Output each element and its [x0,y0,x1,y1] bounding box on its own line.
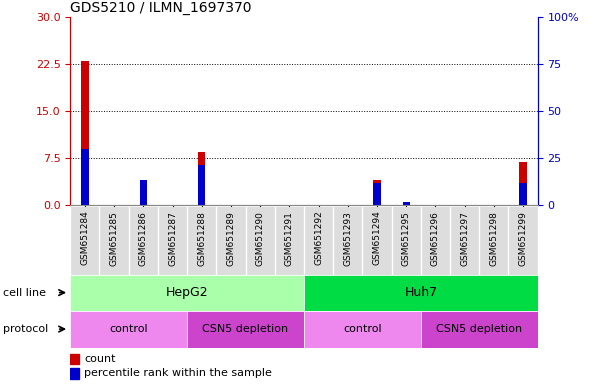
Text: count: count [84,354,116,364]
Bar [421,311,538,348]
Text: GDS5210 / ILMN_1697370: GDS5210 / ILMN_1697370 [70,1,252,15]
Text: GSM651295: GSM651295 [401,211,411,266]
Text: GSM651299: GSM651299 [519,211,527,266]
Text: GSM651286: GSM651286 [139,211,148,266]
Bar [519,184,527,205]
Text: cell line: cell line [3,288,46,298]
Bar [373,180,381,205]
Text: GSM651290: GSM651290 [255,211,265,266]
Text: GSM651288: GSM651288 [197,211,207,266]
Text: GSM651285: GSM651285 [109,211,119,266]
Bar [304,275,538,311]
Bar [70,368,79,379]
Text: percentile rank within the sample: percentile rank within the sample [84,368,272,378]
Text: GSM651294: GSM651294 [373,211,381,265]
Bar [187,311,304,348]
Text: GSM651298: GSM651298 [489,211,499,266]
Text: GSM651297: GSM651297 [460,211,469,266]
Bar [140,180,147,205]
Text: GSM651284: GSM651284 [81,211,89,265]
Text: GSM651291: GSM651291 [285,211,294,266]
Text: GSM651293: GSM651293 [343,211,353,266]
Text: CSN5 depletion: CSN5 depletion [202,324,288,334]
Text: GSM651296: GSM651296 [431,211,440,266]
Text: CSN5 depletion: CSN5 depletion [436,324,522,334]
Bar [373,184,381,205]
Text: GSM651292: GSM651292 [314,211,323,265]
Text: HepG2: HepG2 [166,286,208,299]
Bar [81,61,89,205]
Text: control: control [109,324,148,334]
Text: Huh7: Huh7 [404,286,437,299]
Bar [140,180,147,205]
Bar [81,149,89,205]
Bar [198,165,205,205]
Text: control: control [343,324,382,334]
Bar [70,354,79,364]
Bar [70,311,187,348]
Text: protocol: protocol [3,324,48,334]
Text: GSM651287: GSM651287 [168,211,177,266]
Bar [70,275,304,311]
Text: GSM651289: GSM651289 [227,211,235,266]
Bar [519,162,527,205]
Bar [304,311,421,348]
Bar [403,202,410,205]
Bar [198,152,205,205]
